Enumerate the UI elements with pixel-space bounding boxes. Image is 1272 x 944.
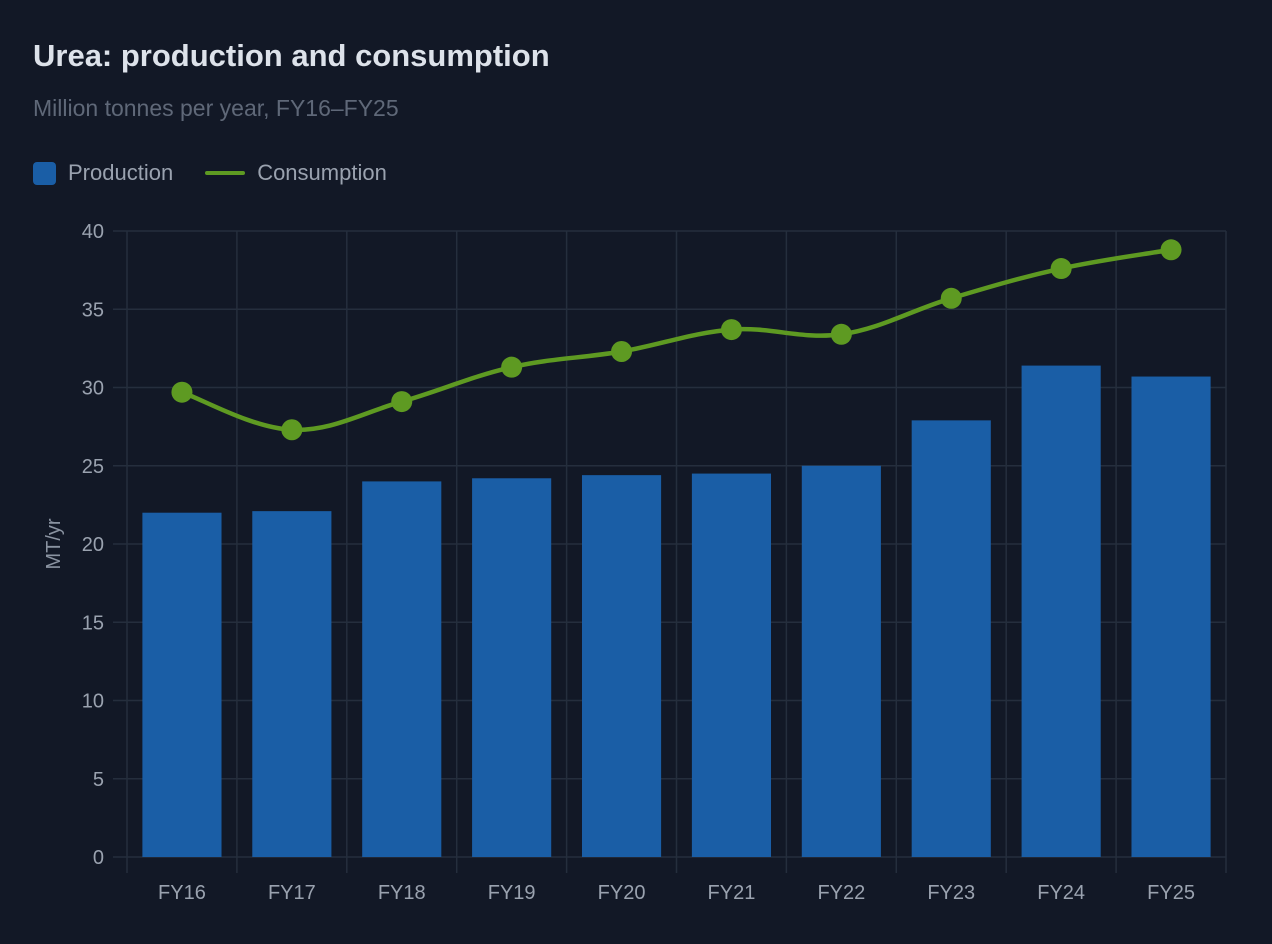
x-tick-label: FY22 [817,882,865,904]
bar-production [472,478,552,857]
grid-layer [113,230,1227,873]
y-tick-label: 20 [82,534,104,556]
consumption-point [281,419,303,441]
legend-item-consumption[interactable]: Consumption [205,160,387,186]
consumption-point [940,287,962,309]
x-tick-label: FY19 [488,882,536,904]
legend-label-production: Production [68,160,174,185]
y-axis-title: MT/yr [43,518,65,569]
bar-production [691,473,772,857]
chart-subtitle: Million tonnes per year, FY16–FY25 [33,95,399,121]
x-tick-label: FY24 [1037,882,1085,904]
bar-layer [142,365,1211,857]
consumption-swatch-icon [205,171,246,175]
legend-label-consumption: Consumption [257,160,387,185]
y-tick-label: 25 [82,456,104,478]
chart-title: Urea: production and consumption [33,38,550,73]
x-tick-label: FY20 [598,882,646,904]
consumption-point [1160,239,1182,261]
y-tick-label: 40 [82,221,104,243]
bar-production [1021,365,1101,857]
consumption-point [611,341,633,363]
x-tick-label: FY21 [708,882,756,904]
y-tick-label: 0 [93,847,104,869]
consumption-point [720,319,742,341]
consumption-line [181,247,1172,433]
y-tick-label: 15 [82,612,104,634]
y-tick-label: 35 [82,299,104,321]
bar-production [1131,376,1211,857]
axis-layer: 0 5 10 15 20 25 30 35 40 FY16 FY17 FY18 FY19 FY20 FY21… [82,221,1195,904]
consumption-point [391,391,413,413]
consumption-point [830,323,852,345]
consumption-point [171,381,193,403]
y-tick-label: 5 [93,769,104,791]
line-layer [171,239,1182,441]
y-tick-label: 30 [82,378,104,400]
production-swatch-icon [33,161,56,185]
y-tick-label: 10 [82,691,104,713]
consumption-point [501,356,523,378]
x-tick-label: FY25 [1147,882,1195,904]
bar-production [252,511,332,857]
x-tick-label: FY16 [158,882,206,904]
bar-production [362,481,442,857]
consumption-point [1050,258,1072,280]
bar-production [581,475,662,857]
legend-item-production[interactable]: Production [33,160,173,186]
bar-production [911,420,991,857]
x-tick-label: FY17 [268,882,316,904]
x-tick-label: FY18 [378,882,426,904]
x-tick-label: FY23 [927,882,975,904]
bar-production [801,465,881,857]
chart-legend: Production Consumption [33,158,419,188]
bar-production [142,512,222,857]
